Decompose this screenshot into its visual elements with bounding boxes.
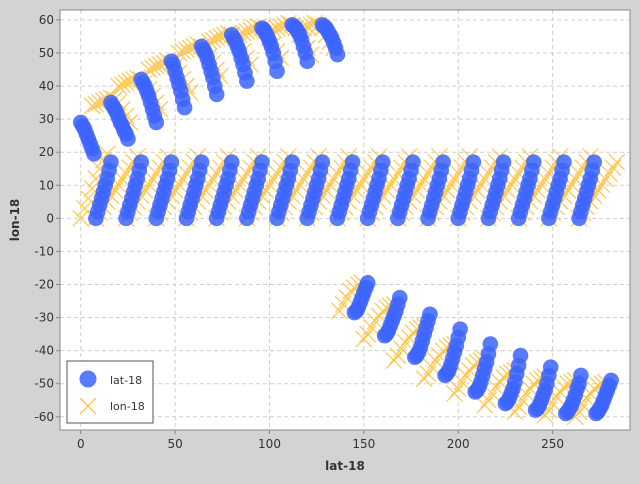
lat-18-point: [405, 154, 421, 170]
legend: lat-18 lon-18: [66, 360, 154, 424]
lat-18-point: [208, 86, 225, 103]
y-tick-label: -40: [34, 344, 54, 358]
lat-18-point: [495, 154, 512, 170]
y-tick-label: 30: [39, 112, 54, 126]
lat-18-point: [176, 99, 193, 116]
y-tick-label: 0: [46, 211, 54, 225]
lat-18-point: [86, 146, 102, 162]
lat-18-point: [391, 289, 408, 306]
lon-18-point: [113, 170, 131, 188]
y-axis-label: lon-18: [8, 199, 22, 242]
lon-18-point: [600, 164, 618, 182]
lon-18-point: [355, 330, 373, 348]
lat-18-point: [556, 154, 572, 170]
lat-18-point: [512, 347, 529, 364]
lat-18-point: [359, 275, 376, 291]
lat-18-point: [223, 154, 240, 170]
lon-18-point: [506, 170, 524, 188]
legend-label-lat-18: lat-18: [110, 374, 142, 387]
lat-18-point: [314, 154, 331, 170]
y-tick-label: -50: [34, 377, 54, 391]
lat-18-point: [284, 154, 300, 170]
lat-18-point: [163, 154, 180, 170]
x-axis-label: lat-18: [325, 459, 365, 473]
lon-18-point: [604, 159, 622, 177]
lat-18-point: [435, 154, 451, 170]
x-tick-label: 150: [352, 437, 375, 451]
lat-18-point: [269, 63, 285, 79]
x-tick-label: 50: [167, 437, 182, 451]
axes: 0 50 100 150 200 250 -60 -50 -40 -30 -20 -10 0 10 20 30…: [34, 13, 564, 451]
lat-18-point: [254, 154, 270, 170]
lat-18-point: [422, 306, 438, 323]
lon-18-point: [446, 170, 463, 188]
legend-circle-icon: [79, 370, 97, 388]
lat-18-point: [299, 53, 316, 70]
lon-18-point: [566, 170, 584, 188]
y-tick-label: -10: [34, 244, 54, 258]
lon-18-point: [264, 170, 282, 188]
lat-18-point: [573, 367, 589, 384]
lat-18-point: [148, 114, 165, 131]
lat-18-series: [72, 17, 619, 422]
lon-18-point: [597, 170, 614, 188]
x-tick-label: 0: [77, 437, 85, 451]
lon-18-point: [325, 170, 343, 188]
y-tick-label: -60: [34, 410, 54, 424]
legend-cross-icon: [79, 397, 97, 415]
lon-18-point: [415, 370, 433, 388]
lat-18-point: [133, 154, 149, 170]
lon-18-point: [144, 170, 161, 188]
lat-18-point: [542, 359, 559, 375]
lon-18-point: [487, 378, 505, 396]
lat-18-point: [239, 73, 255, 89]
x-tick-label: 250: [541, 437, 564, 451]
lon-18-point: [234, 170, 252, 188]
lon-18-point: [355, 170, 373, 188]
y-tick-label: 60: [39, 13, 54, 27]
lat-18-point: [603, 372, 619, 389]
x-tick-label: 200: [447, 437, 470, 451]
lon-18-point: [295, 170, 312, 188]
lat-18-point: [103, 154, 119, 170]
lat-18-point: [482, 336, 499, 352]
lon-18-point: [446, 385, 463, 403]
lon-18-point: [366, 312, 384, 330]
lon-18-point: [385, 352, 403, 369]
plot-border: [59, 9, 631, 431]
lon-18-point: [174, 170, 192, 188]
lat-18-point: [329, 46, 346, 63]
y-tick-label: 50: [39, 46, 54, 60]
legend-label-lon-18: lon-18: [110, 400, 145, 413]
x-tick-label: 100: [258, 437, 281, 451]
lon-18-point: [476, 170, 494, 188]
lon-18-point: [427, 352, 445, 369]
lon-18-point: [536, 170, 554, 188]
y-tick-label: -20: [34, 277, 54, 291]
lat-18-point: [452, 321, 468, 337]
lon-18-point: [415, 170, 433, 188]
lat-18-point: [465, 154, 482, 170]
lon-18-point: [72, 209, 90, 227]
lon-18-point: [396, 333, 414, 351]
y-tick-label: 20: [39, 145, 54, 159]
y-tick-label: 40: [39, 79, 54, 93]
lat-18-point: [344, 154, 361, 170]
lat-18-point: [193, 154, 210, 170]
lat-18-point: [374, 154, 391, 170]
y-tick-label: 10: [39, 178, 54, 192]
y-tick-label: -30: [34, 311, 54, 325]
lon-18-point: [385, 170, 403, 188]
lat-18-point: [120, 131, 136, 147]
lat-18-point: [525, 154, 542, 170]
lon-18-point: [517, 385, 535, 403]
lon-18-point: [608, 153, 626, 171]
lon-18-point: [457, 367, 475, 384]
lon-18-point: [204, 170, 222, 188]
gridlines: [60, 10, 630, 430]
lon-18-point: [476, 396, 494, 414]
lat-18-point: [586, 154, 602, 170]
